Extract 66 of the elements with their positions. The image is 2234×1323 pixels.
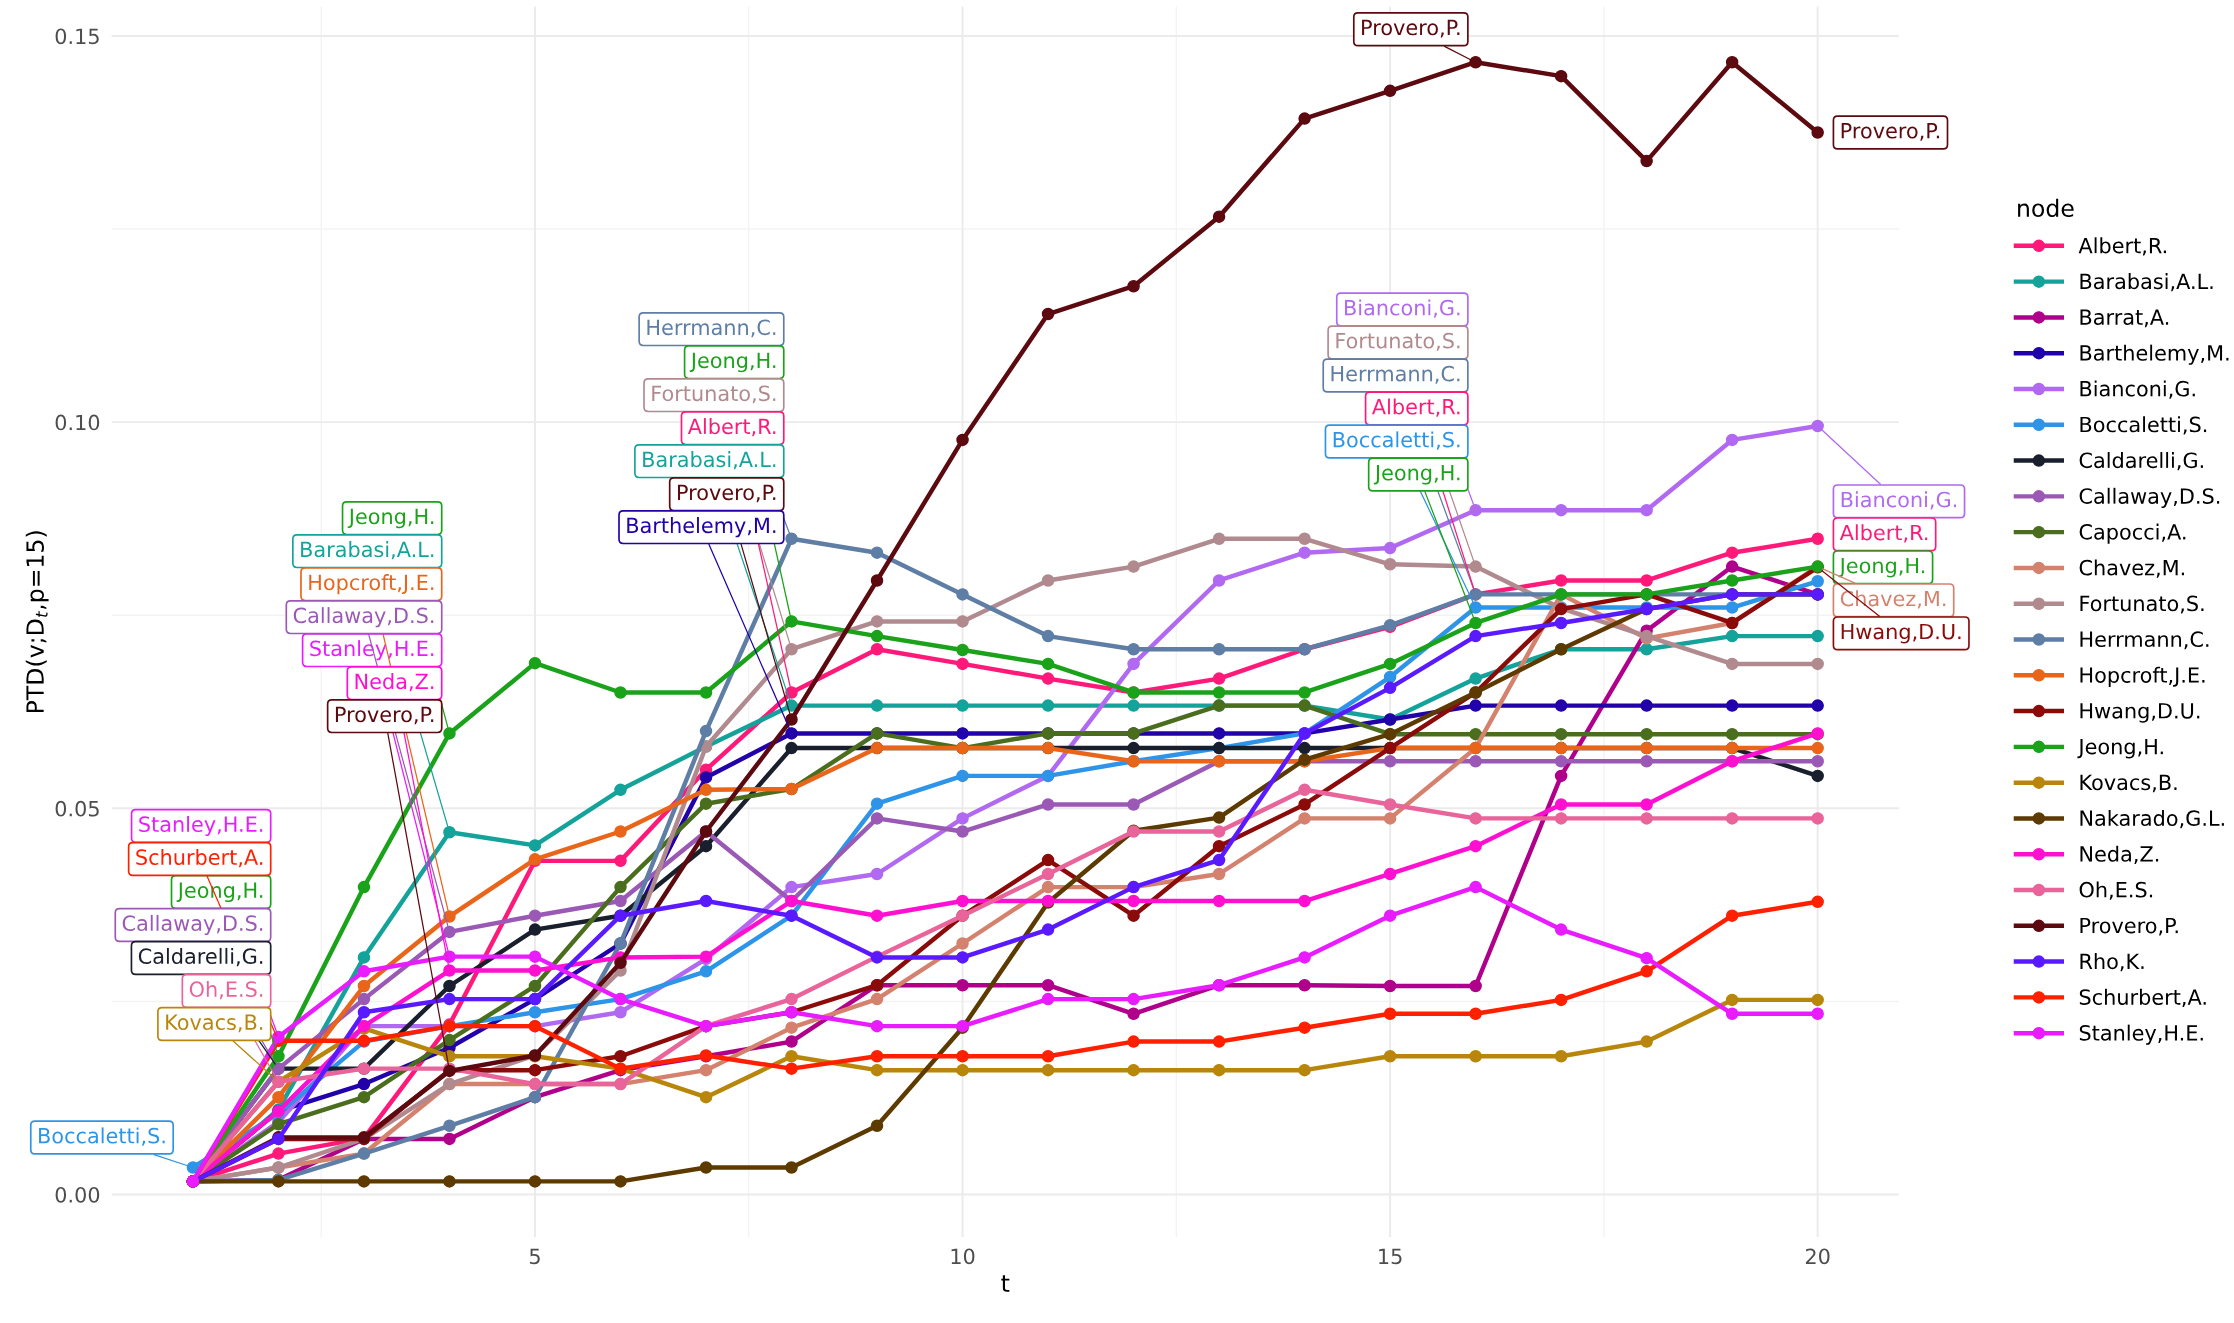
annotation: Oh,E.S. — [189, 980, 263, 1000]
annotation: Schurbert,A. — [136, 848, 263, 868]
annotation: Jeong,H. — [347, 508, 434, 529]
x-axis-title: t — [1001, 1275, 1010, 1292]
annotation: Bianconi,G. — [1345, 299, 1460, 318]
legend-label: Caldarelli,G. — [2079, 452, 2203, 471]
x-tick-label: 15 — [1379, 1248, 1402, 1265]
annotation: Provero,P. — [335, 706, 434, 725]
y-axis-title: PTD(v;D$_{t}$,p=15) — [25, 531, 49, 713]
legend-title: node — [2018, 198, 2074, 218]
legend-label: Barabasi,A.L. — [2080, 273, 2213, 292]
legend-label: Jeong,H. — [2077, 738, 2163, 759]
annotation: Fortunato,S. — [652, 385, 776, 404]
legend-label: Kovacs,B. — [2080, 774, 2177, 793]
legend-label: Stanley,H.E. — [2079, 1024, 2203, 1045]
annotation: Barabasi,A.L. — [643, 451, 776, 470]
annotation: Hopcroft,J.E. — [309, 574, 434, 595]
legend-label: Capocci,A. — [2079, 523, 2186, 544]
legend-label: Albert,R. — [2078, 237, 2166, 256]
annotation: Provero,P. — [1362, 19, 1460, 38]
legend-label: Schurbert,A. — [2079, 988, 2206, 1008]
legend-label: Barrat,A. — [2080, 309, 2169, 328]
legend-label: Boccaletti,S. — [2080, 416, 2207, 435]
y-tick-label: 0.15 — [55, 28, 99, 45]
legend-label: Fortunato,S. — [2080, 595, 2204, 614]
legend-label: Herrmann,C. — [2080, 631, 2209, 650]
x-tick-label: 10 — [951, 1248, 975, 1265]
x-tick-label: 5 — [529, 1248, 540, 1265]
y-tick-label: 0.00 — [55, 1186, 100, 1203]
annotation: Provero,P. — [677, 484, 776, 503]
legend-label: Hwang,D.U. — [2080, 703, 2200, 723]
annotation: Kovacs,B. — [166, 1014, 263, 1033]
annotation: Jeong,H. — [1838, 557, 1925, 578]
x-tick-label: 20 — [1805, 1248, 1830, 1265]
annotation: Boccaletti,S. — [1333, 431, 1460, 450]
annotation: Neda,Z. — [355, 673, 434, 692]
y-tick-label: 0.05 — [55, 800, 99, 817]
annotation: Albert,R. — [1372, 398, 1460, 417]
annotation: Albert,R. — [687, 418, 776, 437]
legend-label: Hopcroft,J.E. — [2080, 666, 2205, 687]
legend-label: Callaway,D.S. — [2079, 487, 2220, 508]
annotation: Stanley,H.E. — [139, 815, 263, 837]
legend-label: Rho,K. — [2080, 953, 2144, 972]
annotation: Fortunato,S. — [1336, 332, 1460, 351]
annotation: Provero,P. — [1841, 123, 1939, 141]
annotation: Jeong,H. — [1373, 465, 1460, 485]
y-tick-label: 0.10 — [55, 414, 100, 431]
annotation: Bianconi,G. — [1841, 491, 1957, 510]
annotation: Hwang,D.U. — [1841, 623, 1961, 644]
annotation: Albert,R. — [1839, 524, 1928, 543]
legend-label: Neda,Z. — [2080, 845, 2159, 864]
annotation: Boccaletti,S. — [39, 1127, 165, 1146]
annotation: Barthelemy,M. — [627, 517, 776, 538]
annotation: Callaway,D.S. — [293, 607, 434, 628]
annotation: Herrmann,C. — [1331, 365, 1460, 384]
legend-label: Chavez,M. — [2079, 559, 2185, 578]
legend-label: Nakarado,G.L. — [2080, 809, 2224, 829]
annotation: Callaway,D.S. — [122, 914, 263, 936]
annotation: Jeong,H. — [689, 352, 776, 373]
annotation: Barabasi,A.L. — [301, 541, 434, 560]
legend-label: Provero,P. — [2080, 917, 2178, 936]
legend-label: Barthelemy,M. — [2080, 344, 2229, 365]
annotation: Caldarelli,G. — [138, 947, 263, 967]
legend-label: Bianconi,G. — [2080, 380, 2195, 399]
annotation: Herrmann,C. — [647, 319, 776, 338]
legend-label: Oh,E.S. — [2079, 881, 2153, 900]
